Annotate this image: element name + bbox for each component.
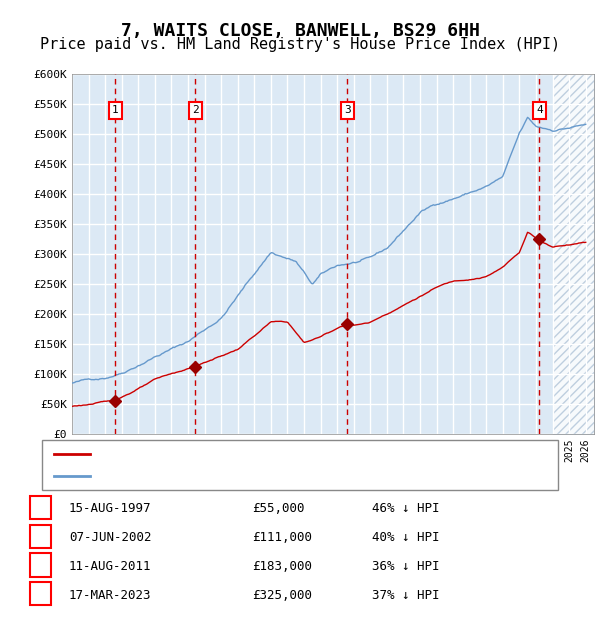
Text: 3: 3 (37, 560, 44, 573)
Text: 2: 2 (192, 105, 199, 115)
Text: 17-MAR-2023: 17-MAR-2023 (69, 589, 151, 602)
Text: 2: 2 (37, 531, 44, 544)
Text: £325,000: £325,000 (252, 589, 312, 602)
Text: 36% ↓ HPI: 36% ↓ HPI (372, 560, 439, 573)
Text: £111,000: £111,000 (252, 531, 312, 544)
Text: 3: 3 (344, 105, 350, 115)
Text: 1: 1 (37, 502, 44, 515)
Text: Price paid vs. HM Land Registry's House Price Index (HPI): Price paid vs. HM Land Registry's House … (40, 37, 560, 52)
Text: 40% ↓ HPI: 40% ↓ HPI (372, 531, 439, 544)
Text: 46% ↓ HPI: 46% ↓ HPI (372, 502, 439, 515)
Text: 15-AUG-1997: 15-AUG-1997 (69, 502, 151, 515)
Text: 7, WAITS CLOSE, BANWELL, BS29 6HH (detached house): 7, WAITS CLOSE, BANWELL, BS29 6HH (detac… (96, 449, 409, 459)
Text: 4: 4 (37, 589, 44, 602)
Bar (553, 74, 594, 434)
Text: 37% ↓ HPI: 37% ↓ HPI (372, 589, 439, 602)
Text: 1: 1 (112, 105, 119, 115)
Bar (553, 74, 594, 434)
Text: 7, WAITS CLOSE, BANWELL, BS29 6HH: 7, WAITS CLOSE, BANWELL, BS29 6HH (121, 22, 479, 40)
Text: £183,000: £183,000 (252, 560, 312, 573)
Text: 11-AUG-2011: 11-AUG-2011 (69, 560, 151, 573)
Text: £55,000: £55,000 (252, 502, 305, 515)
Text: HPI: Average price, detached house, North Somerset: HPI: Average price, detached house, Nort… (96, 471, 409, 481)
Text: 07-JUN-2002: 07-JUN-2002 (69, 531, 151, 544)
Text: 4: 4 (536, 105, 543, 115)
